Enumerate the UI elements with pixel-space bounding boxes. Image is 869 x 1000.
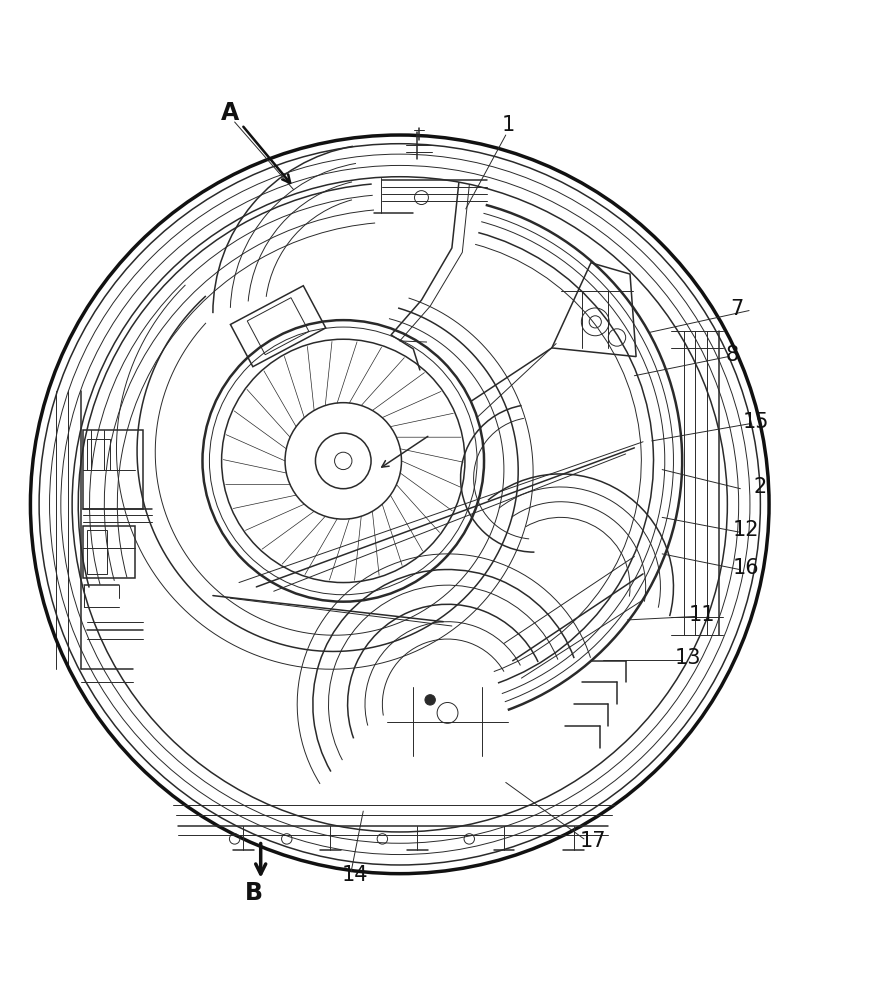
Text: 13: 13 (675, 648, 701, 668)
Text: B: B (245, 881, 262, 905)
Text: 16: 16 (733, 558, 759, 578)
Text: A: A (221, 101, 240, 125)
Text: 2: 2 (753, 477, 767, 497)
Text: 11: 11 (689, 605, 715, 625)
Circle shape (425, 695, 435, 705)
Text: 12: 12 (733, 520, 759, 540)
Text: 17: 17 (580, 831, 606, 851)
Text: 15: 15 (743, 412, 769, 432)
Text: 14: 14 (342, 865, 368, 885)
Text: 8: 8 (725, 345, 739, 365)
Text: 1: 1 (501, 115, 515, 135)
Text: 7: 7 (730, 299, 744, 319)
